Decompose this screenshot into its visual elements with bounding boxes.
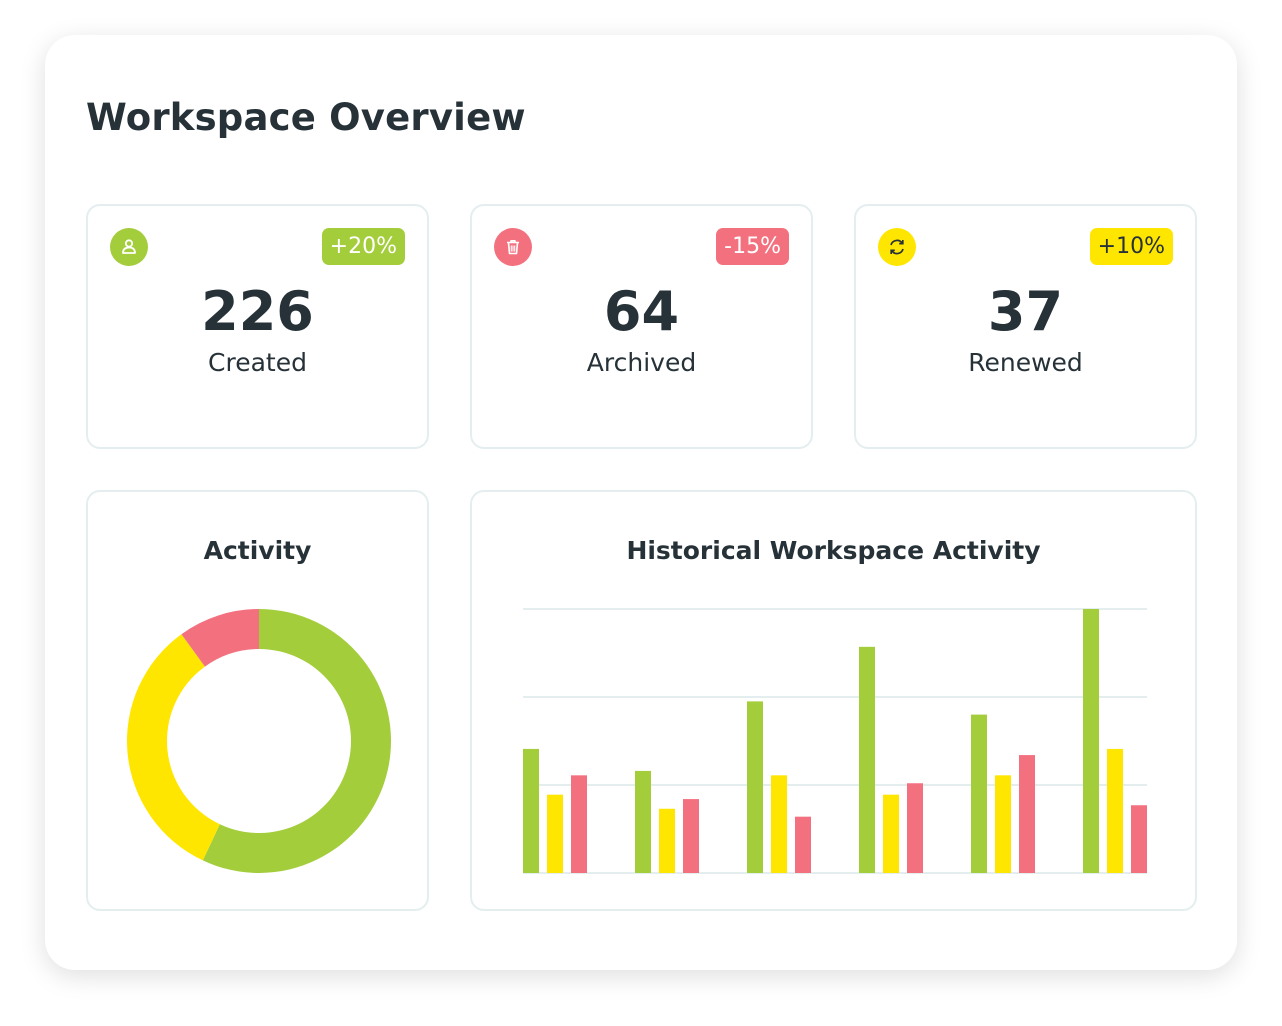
- bar: [771, 775, 787, 873]
- user-icon: [110, 228, 148, 266]
- bar: [683, 799, 699, 873]
- bar: [1083, 609, 1099, 873]
- bar: [635, 770, 651, 873]
- stat-card-renewed: +10% 37 Renewed: [854, 204, 1197, 449]
- bar: [523, 748, 539, 873]
- bar: [971, 714, 987, 873]
- stat-label: Renewed: [968, 348, 1083, 377]
- change-badge: +20%: [321, 228, 405, 265]
- stat-value: 226: [201, 280, 314, 343]
- history-title: Historical Workspace Activity: [626, 536, 1041, 565]
- stat-value: 64: [603, 280, 680, 343]
- donut-slice: [181, 609, 259, 667]
- bar: [1131, 805, 1147, 873]
- bar: [995, 775, 1011, 873]
- change-badge: -15%: [716, 228, 789, 265]
- bar: [795, 816, 811, 873]
- bar: [907, 783, 923, 873]
- bar: [547, 794, 563, 873]
- stat-label: Created: [208, 348, 307, 377]
- history-bar-chart: [523, 608, 1147, 874]
- stat-card-created: +20% 226 Created: [86, 204, 429, 449]
- bar: [659, 808, 675, 873]
- bar: [747, 701, 763, 873]
- bar: [859, 646, 875, 873]
- stat-label: Archived: [586, 348, 697, 377]
- history-card: Historical Workspace Activity: [470, 490, 1197, 911]
- activity-donut-chart: [127, 609, 392, 873]
- page-title: Workspace Overview: [86, 96, 526, 139]
- bar: [883, 794, 899, 873]
- activity-card: Activity: [86, 490, 429, 911]
- bar: [571, 775, 587, 873]
- bar: [1019, 755, 1035, 873]
- bar: [1107, 748, 1123, 873]
- activity-title: Activity: [203, 536, 312, 565]
- stat-card-archived: -15% 64 Archived: [470, 204, 813, 449]
- donut-slice: [127, 634, 220, 861]
- donut-slice: [202, 609, 392, 873]
- stat-value: 37: [987, 280, 1064, 343]
- refresh-icon: [878, 228, 916, 266]
- change-badge: +10%: [1089, 228, 1173, 265]
- trash-icon: [494, 228, 532, 266]
